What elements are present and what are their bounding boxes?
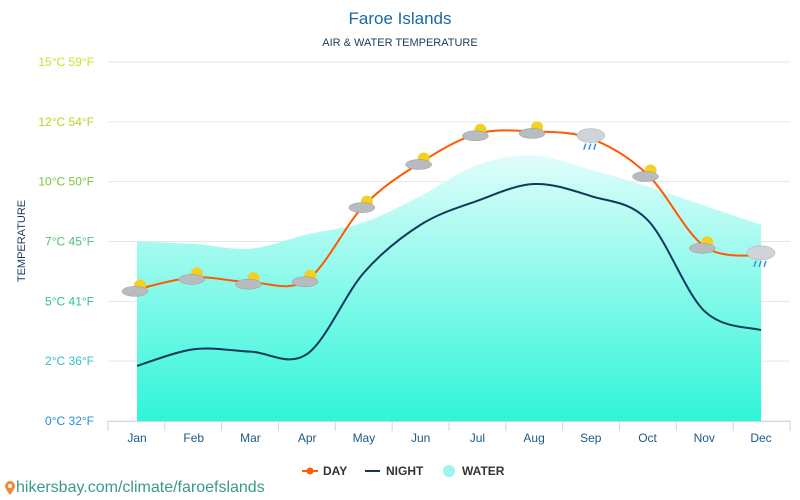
cloud-shape	[235, 278, 262, 290]
cloud-shape	[178, 274, 205, 285]
water-area	[137, 155, 761, 421]
rain-drop	[588, 143, 592, 150]
cloud-shape	[405, 159, 432, 170]
cloud-shape	[746, 245, 776, 261]
legend-water-marker	[443, 465, 455, 477]
y-tick-label: 15°C 59°F	[38, 55, 94, 69]
x-tick-label: Mar	[240, 431, 261, 445]
partly-cloudy-icon	[291, 269, 319, 288]
x-tick-label: Feb	[183, 431, 204, 445]
x-tick-label: Apr	[298, 431, 317, 445]
cloud-shape	[518, 128, 546, 139]
x-tick-label: Sep	[580, 431, 602, 445]
partly-cloudy-icon	[121, 279, 149, 297]
rain-cloud-icon	[746, 245, 776, 268]
y-tick-label: 10°C 50°F	[38, 175, 94, 189]
cloud-shape	[348, 202, 376, 213]
cloud-shape	[121, 286, 149, 297]
y-tick-label: 2°C 36°F	[45, 354, 94, 368]
partly-cloudy-icon	[178, 267, 205, 285]
x-tick-label: Dec	[750, 431, 771, 445]
map-pin-icon	[5, 481, 15, 495]
rain-drop	[593, 143, 597, 150]
partly-cloudy-icon	[235, 272, 262, 290]
partly-cloudy-icon	[405, 152, 432, 170]
rain-drop	[758, 260, 762, 268]
legend-water-label[interactable]: WATER	[462, 464, 505, 478]
rain-cloud-icon	[576, 128, 606, 150]
legend-night-label[interactable]: NIGHT	[386, 464, 424, 478]
cloud-shape	[689, 243, 716, 254]
x-tick-label: Jan	[127, 431, 146, 445]
cloud-shape	[291, 276, 319, 288]
temperature-chart: Faroe Islands AIR & WATER TEMPERATURE TE…	[16, 9, 791, 478]
legend: DAY NIGHT WATER	[302, 464, 505, 478]
x-tick-label: May	[353, 431, 376, 445]
y-tick-label: 7°C 45°F	[45, 235, 94, 249]
legend-day-label[interactable]: DAY	[323, 464, 347, 478]
chart-subtitle: AIR & WATER TEMPERATURE	[322, 37, 477, 49]
partly-cloudy-icon	[632, 164, 659, 182]
cloud-shape	[632, 171, 659, 182]
cloud-shape	[462, 130, 489, 142]
legend-day-marker	[306, 467, 314, 475]
partly-cloudy-icon	[518, 121, 546, 139]
y-tick-label: 12°C 54°F	[38, 115, 94, 129]
rain-drop	[753, 260, 757, 268]
partly-cloudy-icon	[462, 123, 489, 142]
x-tick-label: Oct	[638, 431, 657, 445]
partly-cloudy-icon	[348, 195, 376, 213]
partly-cloudy-icon	[689, 236, 716, 254]
x-tick-label: Jun	[411, 431, 430, 445]
cloud-shape	[576, 128, 606, 143]
y-tick-label: 0°C 32°F	[45, 414, 94, 428]
x-tick-label: Jul	[470, 431, 485, 445]
x-tick-label: Aug	[523, 431, 544, 445]
rain-drop	[583, 143, 587, 150]
y-tick-label: 5°C 41°F	[45, 294, 94, 308]
x-tick-label: Nov	[694, 431, 715, 445]
footer-url: hikersbay.com/climate/faroefslands	[16, 479, 265, 496]
rain-drop	[763, 260, 767, 268]
chart-title: Faroe Islands	[349, 9, 452, 28]
footer-link[interactable]: hikersbay.com/climate/faroefslands	[4, 479, 265, 497]
y-axis-label: TEMPERATURE	[16, 200, 28, 282]
night-line	[136, 183, 762, 367]
